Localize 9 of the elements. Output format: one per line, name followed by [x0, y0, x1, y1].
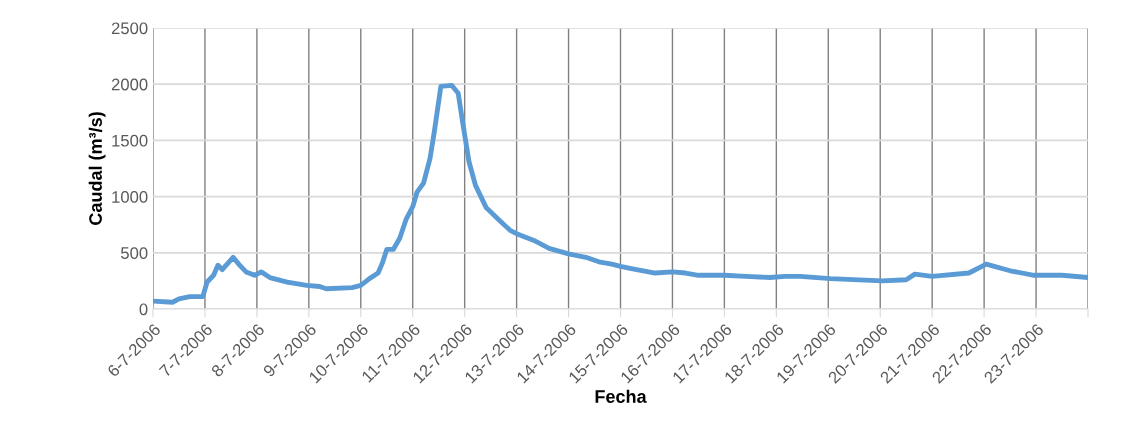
y-axis-title: Caudal (m³/s) — [88, 112, 106, 225]
x-axis-title: Fecha — [595, 389, 647, 403]
line-series — [153, 82, 1088, 305]
y-tick-label: 0 — [139, 303, 148, 316]
y-tick-label: 1500 — [112, 134, 148, 147]
y-tick-label: 500 — [121, 247, 148, 259]
y-tick-label: 1000 — [112, 191, 148, 203]
y-tick-label: 2000 — [111, 78, 148, 91]
y-tick-label: 2500 — [111, 22, 148, 35]
